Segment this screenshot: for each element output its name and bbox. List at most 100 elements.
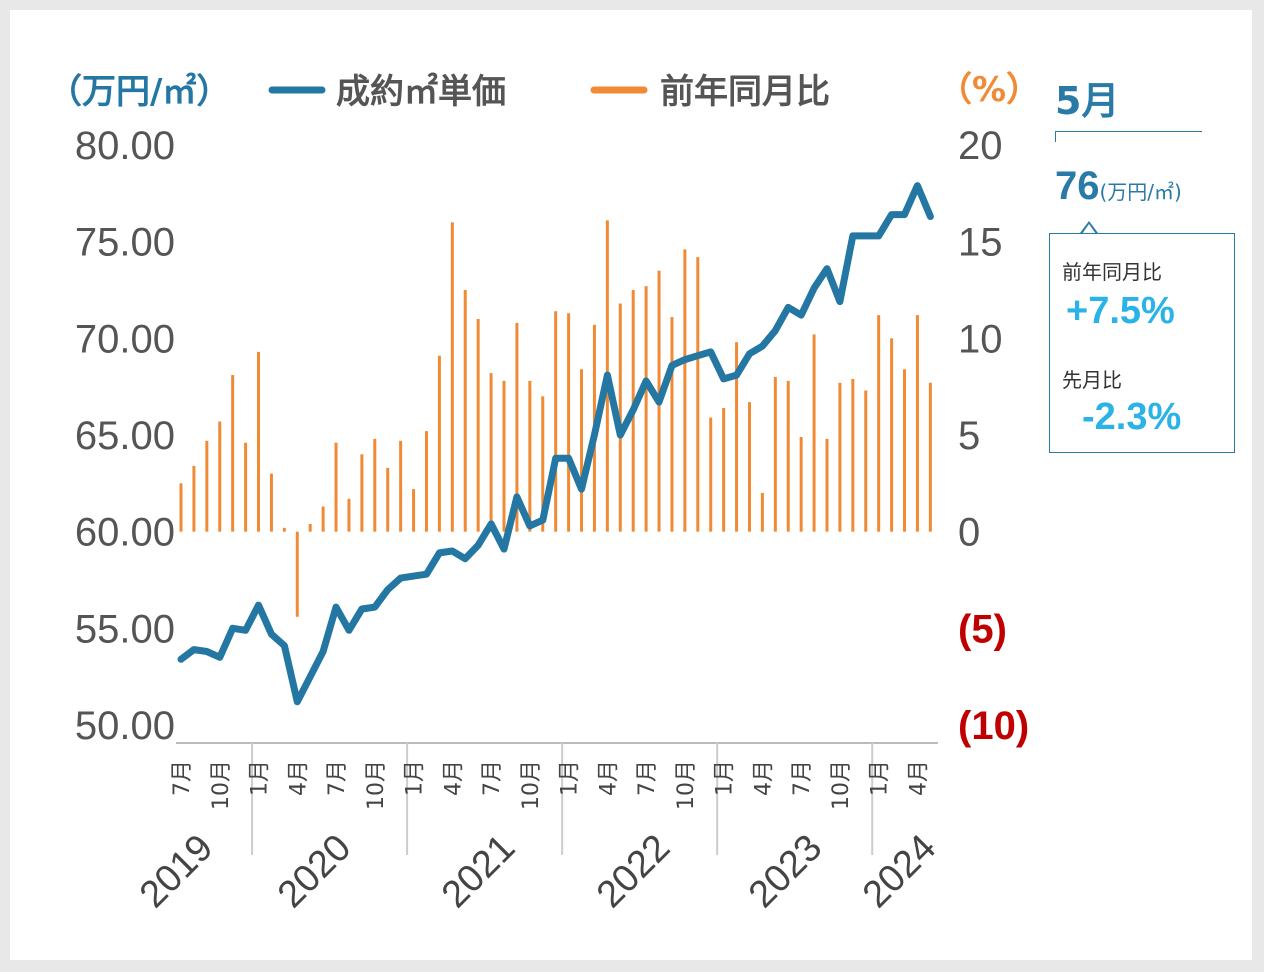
yoy-bar bbox=[786, 380, 790, 532]
legend-bar-label: 前年同月比 bbox=[660, 72, 830, 112]
yoy-bar bbox=[890, 338, 894, 532]
yoy-bar bbox=[295, 531, 299, 617]
yoy-bar bbox=[373, 438, 377, 532]
left-axis-unit: （万円/㎡） bbox=[48, 72, 230, 112]
yoy-bar bbox=[812, 334, 816, 532]
yoy-label: 前年同月比 bbox=[1062, 260, 1162, 284]
left-tick-label: 60.00 bbox=[75, 511, 175, 555]
left-tick-label: 70.00 bbox=[75, 317, 175, 361]
yoy-bar bbox=[735, 342, 739, 532]
yoy-bar bbox=[709, 417, 713, 532]
month-tick-label: 10月 bbox=[209, 760, 234, 810]
right-axis-unit: （%） bbox=[938, 70, 1040, 110]
mom-value: -2.3% bbox=[1082, 396, 1182, 438]
yoy-bar bbox=[773, 377, 777, 532]
yoy-bar bbox=[269, 473, 273, 532]
left-tick-label: 80.00 bbox=[75, 124, 175, 168]
month-tick-label: 4月 bbox=[286, 760, 311, 796]
right-tick-label: (10) bbox=[958, 704, 1029, 748]
right-tick-label: 20 bbox=[958, 124, 1003, 168]
yoy-bar bbox=[360, 454, 364, 532]
yoy-bar bbox=[437, 355, 441, 532]
yoy-bar bbox=[722, 407, 726, 532]
yoy-bar bbox=[463, 290, 467, 532]
month-tick-label: 10月 bbox=[674, 760, 699, 810]
right-tick-label: 5 bbox=[958, 414, 980, 458]
yoy-bar bbox=[218, 421, 222, 532]
summary-month: 5月 bbox=[1055, 79, 1120, 123]
left-tick-label: 50.00 bbox=[75, 704, 175, 748]
yoy-bar bbox=[502, 380, 506, 532]
yoy-bar bbox=[321, 506, 325, 532]
left-tick-label: 65.00 bbox=[75, 414, 175, 458]
year-label: 2019 bbox=[132, 827, 221, 916]
summary-price-unit: (万円/㎡) bbox=[1099, 180, 1182, 204]
left-axis: 80.00 75.00 70.00 65.00 60.00 55.00 50.00 bbox=[75, 124, 175, 748]
month-tick-label: 7月 bbox=[480, 760, 505, 796]
year-label: 2024 bbox=[855, 827, 944, 916]
year-label: 2023 bbox=[741, 827, 830, 916]
month-tick-label: 10月 bbox=[519, 760, 544, 810]
yoy-bar bbox=[799, 436, 803, 532]
year-label: 2021 bbox=[434, 827, 523, 916]
right-tick-label: 0 bbox=[958, 511, 980, 555]
yoy-bar bbox=[282, 527, 286, 532]
right-tick-label: (5) bbox=[958, 607, 1007, 651]
yoy-bar bbox=[683, 249, 687, 532]
yoy-bar bbox=[864, 390, 868, 532]
yoy-bar bbox=[179, 483, 183, 532]
yoy-bar bbox=[515, 322, 519, 532]
month-tick-label: 1月 bbox=[558, 760, 583, 796]
month-tick-label: 4月 bbox=[906, 760, 931, 796]
yoy-bar bbox=[334, 442, 338, 532]
line-series bbox=[177, 182, 934, 706]
month-tick-label: 1月 bbox=[713, 760, 738, 796]
yoy-bar bbox=[257, 351, 261, 532]
legend: （万円/㎡） 成約㎡単価 前年同月比 （%） bbox=[48, 70, 1040, 112]
month-tick-label: 10月 bbox=[829, 760, 854, 810]
month-tick-label: 10月 bbox=[364, 760, 389, 810]
price-line bbox=[177, 182, 934, 706]
yoy-bar bbox=[618, 303, 622, 532]
yoy-bar bbox=[747, 402, 751, 532]
yoy-bar bbox=[386, 467, 390, 532]
chart-card bbox=[10, 10, 1252, 960]
month-tick-label: 7月 bbox=[790, 760, 815, 796]
month-tick-label: 4月 bbox=[596, 760, 621, 796]
month-tick-label: 7月 bbox=[325, 760, 350, 796]
yoy-bar bbox=[696, 257, 700, 532]
summary-bracket bbox=[1055, 131, 1202, 142]
yoy-bar bbox=[915, 315, 919, 532]
yoy-bar bbox=[192, 465, 196, 532]
summary-callout: 前年同月比 +7.5% 先月比 -2.3% bbox=[1049, 233, 1235, 453]
yoy-bar bbox=[399, 440, 403, 532]
summary-price-value: 76 bbox=[1055, 164, 1100, 208]
yoy-bar bbox=[489, 373, 493, 532]
left-tick-label: 75.00 bbox=[75, 221, 175, 265]
yoy-bar bbox=[838, 382, 842, 532]
yoy-bar bbox=[424, 431, 428, 532]
month-tick-label: 7月 bbox=[635, 760, 660, 796]
right-tick-label: 15 bbox=[958, 221, 1003, 265]
month-tick-label: 1月 bbox=[868, 760, 893, 796]
yoy-bar bbox=[308, 523, 312, 532]
legend-line-label: 成約㎡単価 bbox=[336, 72, 506, 112]
yoy-value: +7.5% bbox=[1066, 290, 1175, 332]
month-tick-label: 4月 bbox=[751, 760, 776, 796]
yoy-bar bbox=[244, 442, 248, 532]
yoy-bar bbox=[567, 313, 571, 532]
mom-label: 先月比 bbox=[1062, 368, 1122, 392]
yoy-bar bbox=[760, 493, 764, 532]
yoy-bar bbox=[580, 369, 584, 532]
yoy-bar bbox=[877, 315, 881, 532]
yoy-bar bbox=[450, 222, 454, 532]
callout-pointer-fill bbox=[1082, 224, 1096, 234]
yoy-bar bbox=[541, 396, 545, 532]
yoy-bar bbox=[670, 317, 674, 532]
yoy-bar bbox=[231, 375, 235, 532]
right-tick-label: 10 bbox=[958, 317, 1003, 361]
summary-price: 76(万円/㎡) bbox=[1055, 164, 1182, 209]
yoy-bar bbox=[205, 440, 209, 532]
right-axis: 20 15 10 5 0 (5) (10) bbox=[958, 124, 1029, 748]
